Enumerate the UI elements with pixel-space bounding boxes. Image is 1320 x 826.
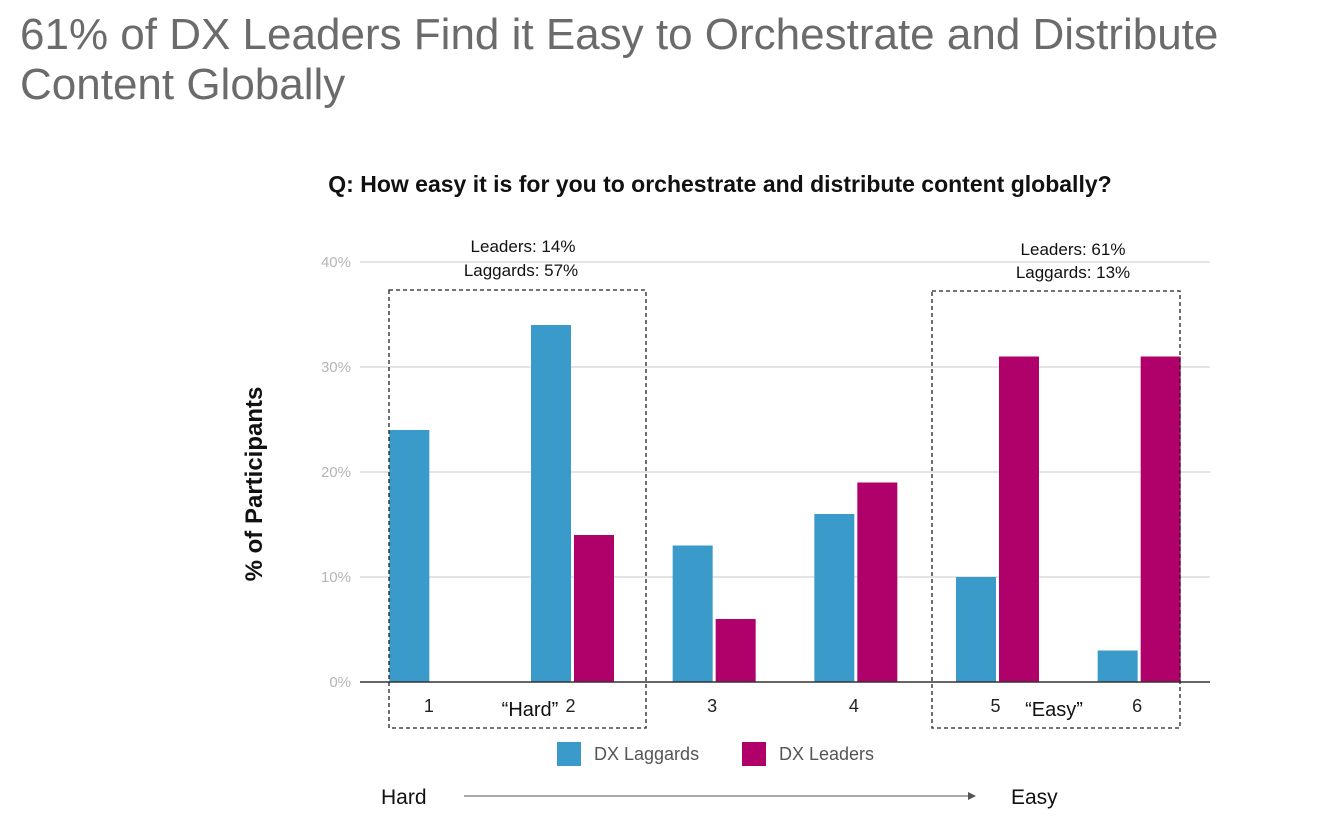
legend-label-leaders: DX Leaders [779,744,874,764]
y-tick-label: 30% [321,359,351,376]
easy-annotation-box [931,290,1181,729]
bar-dx-laggards-3 [672,545,713,682]
bar-dx-laggards-2 [531,325,571,682]
bar-dx-laggards-5 [956,577,996,682]
x-tick-labels: 1 2 3 4 5 6 [424,696,1142,716]
y-tick-label: 40% [321,254,351,271]
y-tick-label: 0% [329,674,351,691]
scale-start-label: Hard [381,786,427,809]
easy-label: “Easy” [1025,699,1083,721]
bar-dx-laggards-1 [389,430,430,682]
bar-dx-leaders-4 [857,482,898,682]
scale-arrow-head [968,792,976,800]
legend-swatch-laggards [557,742,581,766]
bar-dx-leaders-6 [1140,356,1181,682]
hard-annotation-box [388,289,647,729]
y-axis-label: % of Participants [241,387,268,582]
bar-dx-leaders-2 [574,535,614,682]
slide-title: 61% of DX Leaders Find it Easy to Orches… [20,10,1219,109]
easy-laggards-annotation: Laggards: 13% [1016,263,1130,282]
legend-swatch-leaders [742,742,766,766]
bars [389,325,1181,682]
x-tick-label: 6 [1132,696,1142,716]
hard-label: “Hard” [502,699,559,721]
bar-dx-laggards-6 [1097,650,1138,682]
y-tick-label: 10% [321,569,351,586]
x-tick-label: 2 [565,696,575,716]
chart-title: Q: How easy it is for you to orchestrate… [328,171,1111,197]
gridlines [360,261,1210,578]
y-tick-labels: 0% 10% 20% 30% 40% [321,254,351,691]
hard-leaders-annotation: Leaders: 14% [471,237,576,256]
x-tick-label: 5 [990,696,1000,716]
x-tick-label: 4 [849,696,859,716]
scale-end-label: Easy [1011,786,1058,809]
easy-leaders-annotation: Leaders: 61% [1021,240,1126,259]
bar-dx-leaders-5 [999,356,1039,682]
y-tick-label: 20% [321,464,351,481]
hard-laggards-annotation: Laggards: 57% [464,261,578,280]
bar-dx-laggards-4 [814,514,855,682]
bar-dx-leaders-3 [715,619,756,682]
x-tick-label: 1 [424,696,434,716]
legend-label-laggards: DX Laggards [594,744,699,764]
x-tick-label: 3 [707,696,717,716]
